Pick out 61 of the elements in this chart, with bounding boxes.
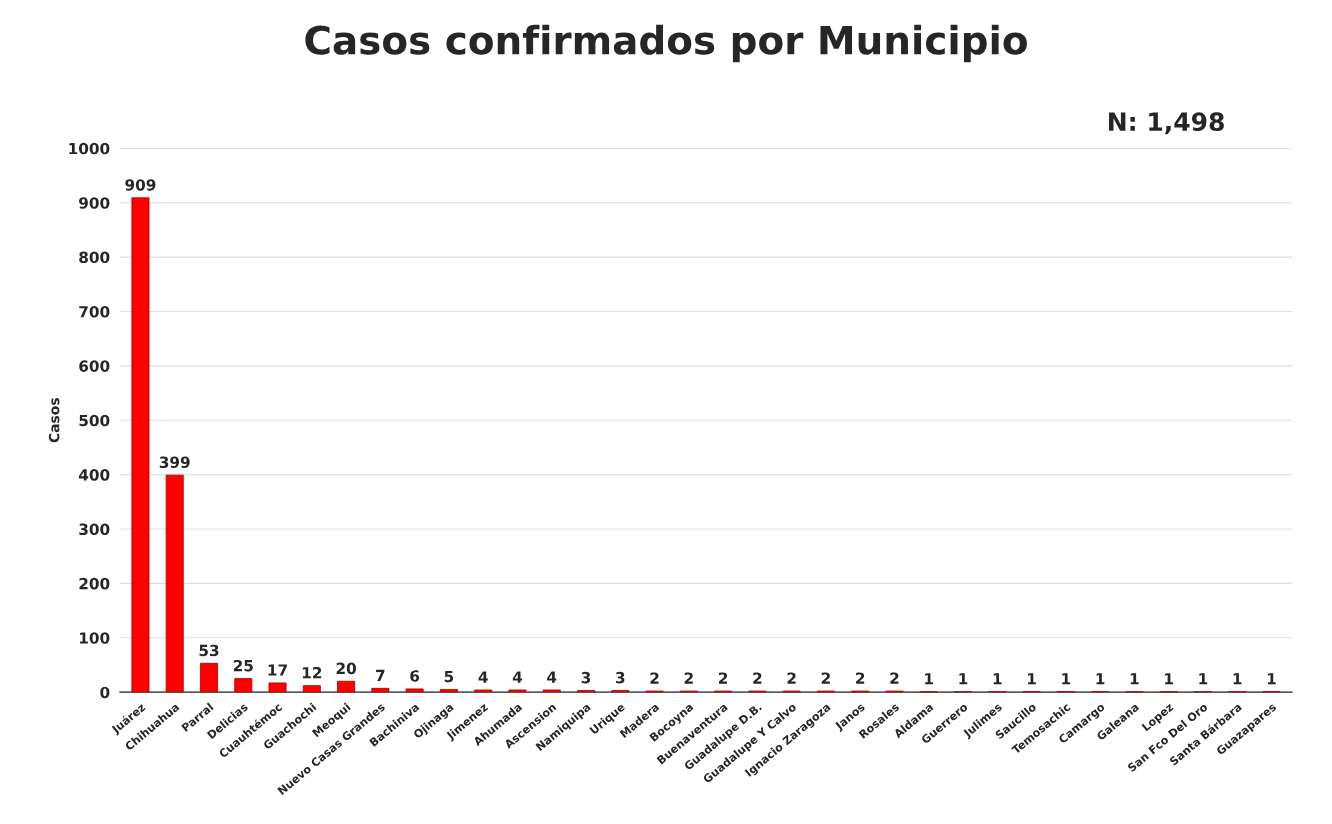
data-label: 25 [233, 659, 253, 672]
data-label: 5 [444, 670, 454, 683]
data-label: 53 [199, 644, 219, 657]
bar [439, 689, 458, 693]
bar [165, 474, 184, 693]
data-label: 6 [410, 670, 420, 682]
data-label: 1 [993, 673, 1002, 685]
y-tick-label: 400 [78, 469, 110, 481]
bar [474, 689, 493, 693]
data-label: 4 [512, 671, 523, 683]
data-label: 4 [547, 671, 557, 683]
y-axis-title: Casos [48, 398, 60, 443]
bar [542, 689, 561, 693]
bar [200, 662, 218, 693]
data-label: 2 [821, 672, 830, 684]
bar [234, 678, 253, 693]
bar [508, 689, 527, 693]
data-label: 1 [1233, 673, 1242, 685]
y-tick-label: 1000 [69, 142, 110, 155]
data-label: 3 [615, 671, 625, 684]
y-tick-label: 0 [100, 686, 110, 699]
data-label: 1 [1199, 673, 1208, 685]
y-tick-label: 100 [79, 632, 110, 644]
data-label: 2 [787, 672, 796, 684]
data-label: 1 [1130, 673, 1139, 685]
data-label: 7 [376, 669, 385, 682]
text: N: 1,498 [1109, 112, 1224, 135]
data-label: 1 [1267, 673, 1276, 685]
y-tick-label: 800 [79, 251, 110, 264]
data-label: 3 [581, 671, 591, 684]
data-label: 1 [1027, 673, 1036, 685]
chart-title: Casos confirmados por Municipio [305, 24, 1027, 63]
data-label: 17 [268, 664, 287, 676]
bar [405, 688, 424, 693]
data-label: 4 [478, 671, 488, 683]
data-label: 1 [1096, 673, 1105, 685]
data-label: 1 [925, 673, 933, 685]
bar [337, 680, 356, 693]
data-label: 2 [650, 672, 659, 684]
y-tick-label: 500 [79, 414, 110, 427]
bar [131, 197, 150, 693]
data-label: 20 [336, 662, 356, 675]
bar [302, 685, 321, 693]
data-label: 399 [159, 456, 190, 469]
data-label: 2 [890, 672, 899, 684]
y-tick-label: 600 [79, 360, 110, 372]
data-label: 2 [718, 672, 728, 684]
bar [371, 687, 390, 693]
bar [268, 682, 287, 693]
data-label: 1 [1165, 673, 1173, 685]
data-label: 1 [959, 673, 968, 685]
y-tick-label: 200 [79, 577, 110, 590]
data-label: 2 [753, 672, 762, 684]
data-label: 2 [684, 672, 693, 684]
y-tick-label: 700 [79, 305, 110, 318]
data-label: 1 [1062, 673, 1071, 685]
y-tick-label: 900 [79, 197, 110, 209]
y-tick-label: 300 [79, 523, 110, 536]
data-label: 909 [125, 179, 156, 191]
data-label: 2 [856, 672, 865, 684]
data-label: 12 [302, 666, 322, 679]
